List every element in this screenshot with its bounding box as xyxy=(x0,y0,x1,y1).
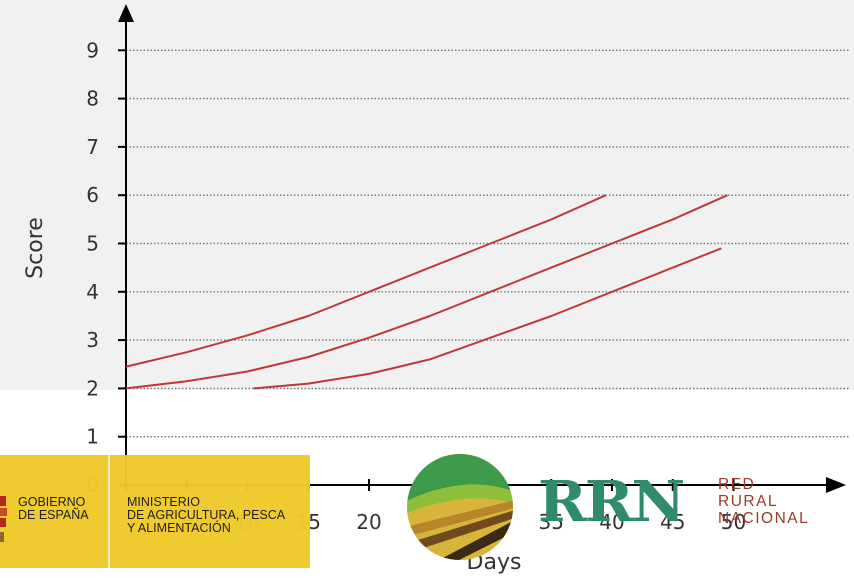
y-tick-label: 6 xyxy=(86,183,99,207)
y-tick-label: 8 xyxy=(86,87,99,111)
ministerio-text: MINISTERIO DE AGRICULTURA, PESCA Y ALIME… xyxy=(127,495,286,535)
y-tick-label: 1 xyxy=(86,425,99,449)
y-axis-arrow xyxy=(118,4,134,22)
banner-divider xyxy=(108,455,110,568)
x-tick-label: 45 xyxy=(660,510,685,534)
x-tick-label: 35 xyxy=(539,510,564,534)
x-axis-arrow xyxy=(826,477,846,493)
series-line-3 xyxy=(253,247,722,390)
y-tick-label: 2 xyxy=(86,376,99,400)
series-lines xyxy=(125,194,728,390)
y-tick-label: 4 xyxy=(86,280,99,304)
series-line-2 xyxy=(125,194,728,390)
x-tick-label: 20 xyxy=(356,510,381,534)
rrn-letters-logo: RRN xyxy=(538,469,685,535)
coat-of-arms-icon xyxy=(0,496,7,542)
axes xyxy=(118,4,846,493)
x-tick-label: 40 xyxy=(599,510,624,534)
y-axis-title: Score xyxy=(23,217,48,279)
red-rural-nacional-text: RED RURAL NACIONAL xyxy=(718,476,810,527)
y-tick-label: 9 xyxy=(86,38,99,62)
series-line-1 xyxy=(125,194,607,368)
y-tick-label: 3 xyxy=(86,328,99,352)
gobierno-espana-text: GOBIERNO DE ESPAÑA xyxy=(18,495,89,522)
government-logo-banner xyxy=(0,455,310,568)
rrn-wheel-logo xyxy=(407,454,513,560)
x-tick-label: 50 xyxy=(721,510,746,534)
y-tick-label: 5 xyxy=(86,232,99,256)
y-tick-label: 7 xyxy=(86,135,99,159)
